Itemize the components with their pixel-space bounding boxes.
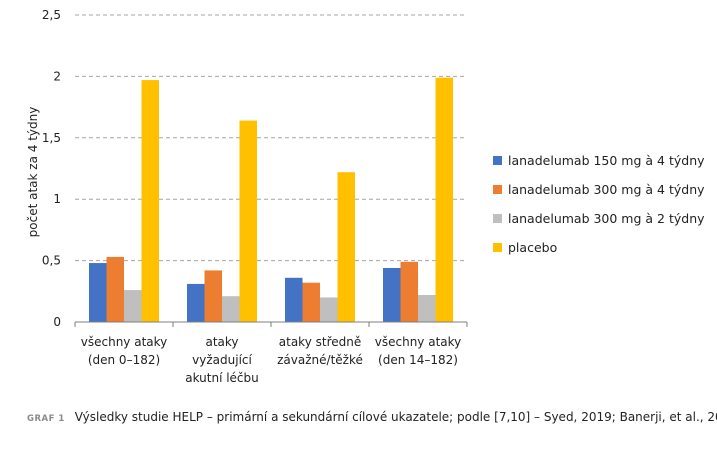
y-tick-label: 2,5 <box>42 8 61 22</box>
category-label: ataky středně závažné/těžké <box>277 335 363 367</box>
bars <box>89 77 453 323</box>
bar <box>141 80 159 322</box>
y-tick-label: 0,5 <box>42 254 61 268</box>
legend-label: lanadelumab 300 mg à 2 týdny <box>508 211 705 226</box>
category-label: všechny ataky (den 0–182) <box>81 335 168 367</box>
legend-item: lanadelumab 150 mg à 4 týdny <box>493 146 705 175</box>
bar <box>302 282 320 322</box>
bar <box>89 263 107 322</box>
bar <box>285 277 303 322</box>
legend-swatch <box>493 156 502 165</box>
legend-item: placebo <box>493 233 705 262</box>
legend-item: lanadelumab 300 mg à 4 týdny <box>493 175 705 204</box>
bar <box>106 256 124 322</box>
bar <box>222 296 240 322</box>
bar <box>204 270 222 322</box>
category-label: ataky vyžadující akutní léčbu <box>185 335 259 385</box>
figure-caption: GRAF 1 Výsledky studie HELP – primární a … <box>27 410 717 424</box>
y-tick-label: 0 <box>53 315 61 329</box>
x-axis <box>74 321 468 327</box>
legend-item: lanadelumab 300 mg à 2 týdny <box>493 204 705 233</box>
y-tick-label: 1 <box>53 192 61 206</box>
bar <box>320 297 338 322</box>
category-label: všechny ataky (den 14–182) <box>375 335 462 367</box>
bar-chart: 0 0,5 1 1,5 2 2,5 všechny ataky (den 0–182) ata… <box>26 8 468 385</box>
gridlines <box>75 14 467 262</box>
legend-swatch <box>493 185 502 194</box>
legend: lanadelumab 150 mg à 4 týdny lanadelumab… <box>493 146 705 262</box>
y-tick-label: 1,5 <box>42 131 61 145</box>
bar <box>239 120 257 322</box>
bar <box>400 261 418 322</box>
legend-swatch <box>493 243 502 252</box>
bar <box>187 283 205 322</box>
legend-label: placebo <box>508 240 558 255</box>
caption-text: Výsledky studie HELP – primární a sekund… <box>74 410 717 424</box>
bar <box>435 77 453 323</box>
bar <box>418 294 436 322</box>
bar <box>337 172 355 322</box>
caption-tag: GRAF 1 <box>27 414 65 424</box>
y-axis-label: počet atak za 4 týdny <box>26 107 40 238</box>
legend-swatch <box>493 214 502 223</box>
y-axis-ticks: 0 0,5 1 1,5 2 2,5 <box>42 8 61 329</box>
legend-label: lanadelumab 300 mg à 4 týdny <box>508 182 705 197</box>
bar <box>383 267 401 322</box>
legend-label: lanadelumab 150 mg à 4 týdny <box>508 153 705 168</box>
y-tick-label: 2 <box>53 69 61 83</box>
bar <box>124 290 142 322</box>
category-labels: všechny ataky (den 0–182) ataky vyžadující a… <box>81 335 462 385</box>
